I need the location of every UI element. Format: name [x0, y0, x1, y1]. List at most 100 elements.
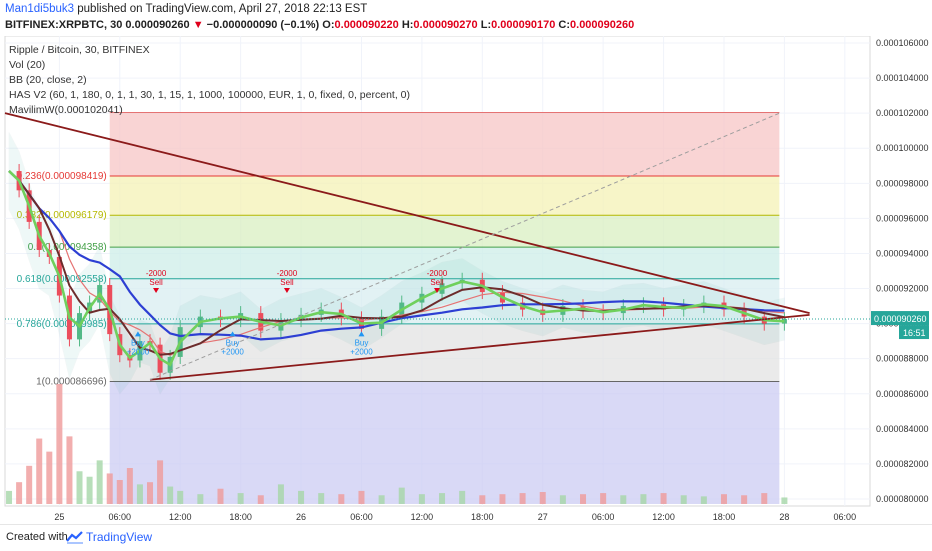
y-tick-label: 0.000100000 — [876, 143, 929, 153]
price-change: −0.000000090 (−0.1%) — [206, 19, 320, 31]
time-badge — [899, 325, 929, 340]
y-tick-label: 0.000080000 — [876, 494, 929, 504]
fib-diagonal-trendline — [149, 112, 780, 381]
chart-header: Man1di5buk3 published on TradingView.com… — [0, 0, 932, 36]
x-tick-label: 18:00 — [471, 512, 494, 522]
y-tick-label: 0.000104000 — [876, 73, 929, 83]
y-tick-label: 0.000082000 — [876, 459, 929, 469]
descending-trendline — [4, 112, 810, 314]
x-tick-label: 28 — [779, 512, 789, 522]
volume-bar — [398, 487, 405, 504]
y-tick-label: 0.000094000 — [876, 248, 929, 258]
volume-bar — [439, 493, 446, 504]
buy-label: Buy — [355, 338, 369, 347]
price-badge — [871, 311, 929, 326]
y-tick-label: 0.000088000 — [876, 354, 929, 364]
volume-bar — [126, 468, 133, 504]
last-price: 0.000090260 — [125, 19, 190, 31]
fib-level-label: 0.5(0.000094358) — [28, 242, 107, 253]
fib-level-label: 0.786(0.000089985) — [17, 319, 107, 330]
volume-bar — [479, 495, 486, 504]
volume-bar — [76, 471, 83, 504]
fib-band — [109, 247, 780, 279]
x-tick-label: 12:00 — [652, 512, 675, 522]
volume-bar — [96, 460, 103, 504]
volume-bar — [378, 495, 385, 504]
volume-bar — [167, 486, 174, 504]
volume-bar — [559, 495, 566, 504]
y-tick-label: 0.000106000 — [876, 38, 929, 48]
volume-bar — [680, 495, 687, 504]
volume-bar — [499, 494, 506, 504]
author-link[interactable]: Man1di5buk3 — [5, 3, 75, 15]
fib-band — [109, 215, 780, 248]
volume-bar — [781, 497, 788, 504]
price-chart[interactable]: 0.236(0.000098419) 0.382(0.000096179) 0.5(… — [0, 36, 932, 524]
published-text: published on TradingView.com, April 27, … — [77, 3, 368, 15]
buy-arrow-icon — [229, 331, 236, 337]
created-with-label: Created with — [6, 531, 68, 543]
buy-arrow-icon — [358, 331, 365, 337]
fib-extension-band — [109, 381, 780, 504]
x-tick-label: 06:00 — [592, 512, 615, 522]
x-tick-label: 18:00 — [713, 512, 736, 522]
open-value: 0.000090220 — [334, 19, 399, 31]
volume-bar — [519, 493, 526, 504]
volume-bar — [741, 495, 748, 504]
buy-arrow-icon — [134, 331, 141, 337]
x-tick-label: 18:00 — [229, 512, 252, 522]
volume-bar — [418, 494, 425, 504]
buy-amount: +2000 — [221, 347, 244, 356]
volume-bar — [157, 460, 164, 504]
volume-bar — [580, 494, 587, 504]
volume-bar — [46, 451, 53, 504]
volume-bar — [237, 493, 244, 504]
volume-bar — [217, 488, 224, 504]
volume-bar — [66, 436, 73, 504]
sell-label: Sell — [149, 278, 163, 287]
high-label: H: — [401, 19, 414, 31]
volume-bar — [177, 490, 184, 504]
legend-line: MavilimW(0.000102041) — [9, 104, 123, 116]
volume-bar — [539, 492, 546, 504]
volume-bar — [600, 493, 607, 504]
fib-band — [109, 175, 780, 216]
volume-bar — [136, 484, 143, 504]
down-arrow-icon: ▼ — [192, 19, 204, 31]
volume-bar — [459, 490, 466, 504]
volume-bar — [318, 493, 325, 504]
volume-bar — [298, 490, 305, 504]
volume-bar — [16, 482, 23, 504]
volume-bar — [56, 384, 63, 504]
sell-label: Sell — [280, 278, 294, 287]
volume-bar — [700, 496, 707, 504]
buy-amount: +2000 — [127, 347, 150, 356]
volume-bar — [86, 476, 93, 504]
mavilimw-line — [8, 170, 785, 341]
y-tick-label: 0.000102000 — [876, 108, 929, 118]
symbol-label: BITFINEX:XRPBTC, 30 — [5, 19, 123, 31]
legend-line: BB (20, close, 2) — [9, 74, 87, 86]
x-tick-label: 12:00 — [169, 512, 192, 522]
low-value: 0.000090170 — [491, 19, 556, 31]
sell-label: Sell — [430, 278, 444, 287]
volume-bar — [147, 482, 154, 504]
close-value: 0.000090260 — [570, 19, 635, 31]
y-tick-label: 0.000098000 — [876, 178, 929, 188]
legend-line: Ripple / Bitcoin, 30, BITFINEX — [9, 44, 150, 56]
legend-line: HAS V2 (60, 1, 180, 0, 1, 1, 30, 1, 15, … — [9, 89, 410, 101]
y-tick-label: 0.000092000 — [876, 284, 929, 294]
volume-bar — [620, 495, 627, 504]
sell-amount: -2000 — [146, 269, 167, 278]
time-badge-value: 16:51 — [903, 328, 926, 338]
volume-bar — [106, 473, 113, 504]
sell-arrow-icon — [283, 288, 290, 294]
publish-line: Man1di5buk3 published on TradingView.com… — [5, 3, 367, 15]
tradingview-brand[interactable]: TradingView — [86, 530, 153, 544]
x-tick-label: 06:00 — [350, 512, 373, 522]
buy-label: Buy — [131, 338, 145, 347]
sell-amount: -2000 — [427, 269, 448, 278]
tradingview-logo-icon — [66, 531, 83, 544]
fib-level-label: 0.382(0.000096179) — [17, 210, 107, 221]
sell-arrow-icon — [433, 288, 440, 294]
